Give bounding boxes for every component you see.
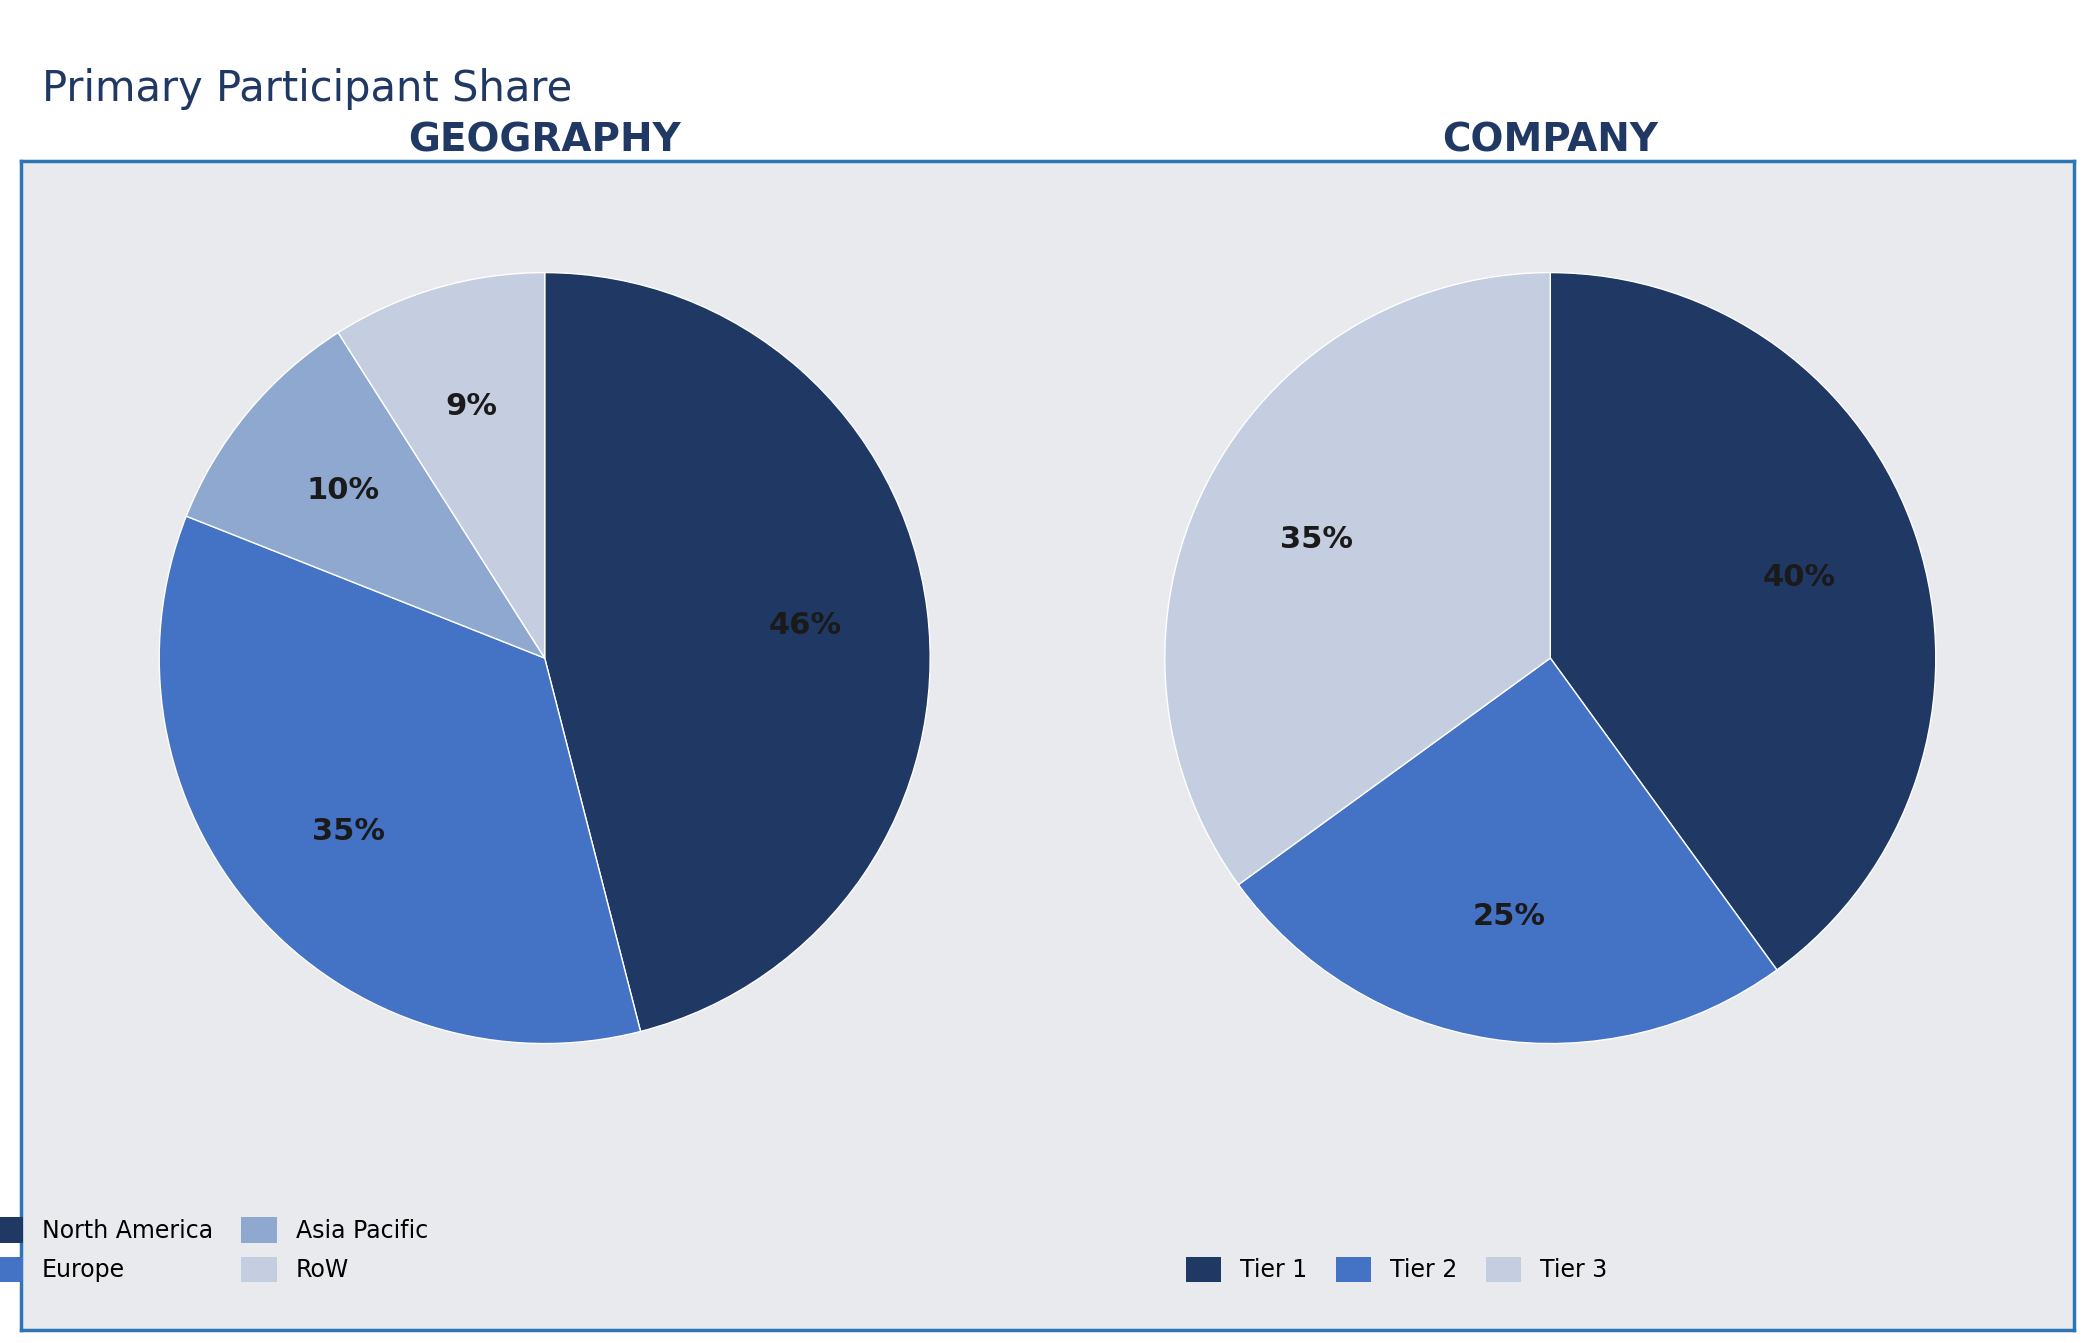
Text: 35%: 35% (1280, 525, 1353, 553)
Text: 40%: 40% (1764, 563, 1835, 591)
Legend: North America, Europe, Asia Pacific, RoW: North America, Europe, Asia Pacific, RoW (0, 1207, 438, 1292)
Title: GEOGRAPHY: GEOGRAPHY (409, 121, 681, 160)
Wedge shape (186, 333, 545, 658)
Text: 25%: 25% (1473, 902, 1546, 932)
Text: 9%: 9% (446, 392, 499, 420)
Wedge shape (1165, 273, 1550, 885)
Text: 10%: 10% (306, 477, 379, 505)
Wedge shape (1550, 273, 1936, 970)
Title: COMPANY: COMPANY (1441, 121, 1659, 160)
Wedge shape (545, 273, 930, 1031)
Text: 46%: 46% (769, 611, 842, 639)
Text: Primary Participant Share: Primary Participant Share (42, 67, 572, 110)
Text: 35%: 35% (312, 817, 385, 846)
Wedge shape (1238, 658, 1777, 1044)
Wedge shape (337, 273, 545, 658)
Wedge shape (159, 516, 641, 1044)
Legend: Tier 1, Tier 2, Tier 3: Tier 1, Tier 2, Tier 3 (1177, 1248, 1617, 1292)
